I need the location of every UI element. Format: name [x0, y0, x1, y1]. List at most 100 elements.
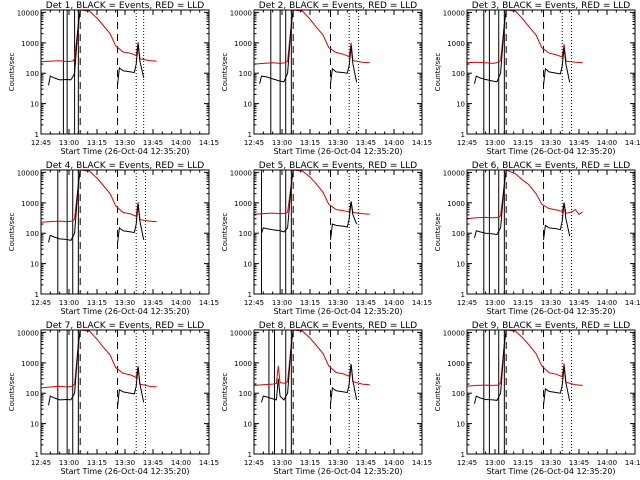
- plot-frame: [40, 169, 210, 295]
- x-tick-label: 13:15: [300, 459, 320, 467]
- series-line-events: [474, 9, 507, 84]
- series-line-events: [474, 329, 507, 404]
- x-tick-label: 13:45: [143, 459, 163, 467]
- y-tick-label: 1000: [447, 360, 465, 368]
- x-tick-label: 13:45: [569, 459, 589, 467]
- panel-title: Det 4, BLACK = Events, RED = LLD: [46, 161, 205, 171]
- y-tick-label: 100: [239, 70, 252, 78]
- x-tick-label: 14:15: [625, 139, 640, 147]
- x-axis-label: Start Time (26-Oct-04 12:35:20): [273, 147, 402, 156]
- x-tick-label: 13:30: [328, 139, 348, 147]
- x-tick-label: 13:00: [272, 459, 292, 467]
- series-line-lld: [466, 169, 583, 220]
- panel-title: Det 8, BLACK = Events, RED = LLD: [259, 321, 418, 331]
- x-tick-label: 13:30: [541, 139, 561, 147]
- x-tick-label: 14:00: [384, 299, 404, 307]
- x-axis-label: Start Time (26-Oct-04 12:35:20): [486, 467, 615, 476]
- y-axis-label: Counts/sec: [434, 213, 442, 252]
- y-tick-label: 1: [35, 291, 39, 299]
- y-axis-label: Counts/sec: [221, 213, 229, 252]
- y-tick-label: 1000: [21, 200, 39, 208]
- y-tick-label: 1: [461, 131, 465, 139]
- y-tick-label: 10000: [443, 169, 465, 177]
- y-tick-label: 10: [243, 261, 252, 269]
- x-tick-label: 12:45: [244, 299, 264, 307]
- series-line-events: [261, 329, 294, 403]
- x-tick-label: 14:15: [625, 299, 640, 307]
- y-tick-label: 10: [456, 101, 465, 109]
- x-tick-label: 13:45: [356, 459, 376, 467]
- panel-title: Det 3, BLACK = Events, RED = LLD: [472, 1, 631, 11]
- y-tick-label: 1000: [234, 360, 252, 368]
- detector-panel: Det 7, BLACK = Events, RED = LLD 1 10 100 10…: [8, 321, 219, 476]
- x-axis-label: Start Time (26-Oct-04 12:35:20): [486, 307, 615, 316]
- detector-panel: Det 1, BLACK = Events, RED = LLD 1 10 100 10…: [8, 1, 219, 156]
- x-tick-label: 14:15: [199, 299, 219, 307]
- y-tick-label: 1: [248, 451, 252, 459]
- x-tick-label: 13:45: [569, 139, 589, 147]
- x-tick-label: 14:15: [199, 139, 219, 147]
- x-tick-label: 14:00: [597, 139, 617, 147]
- x-tick-label: 14:15: [412, 139, 432, 147]
- detector-panel: Det 3, BLACK = Events, RED = LLD 1 10 100 10…: [434, 1, 640, 156]
- x-tick-label: 14:00: [597, 459, 617, 467]
- x-tick-label: 12:45: [457, 139, 477, 147]
- x-tick-label: 14:00: [597, 299, 617, 307]
- x-tick-label: 14:00: [384, 459, 404, 467]
- y-tick-label: 1: [248, 131, 252, 139]
- series-line-events: [330, 201, 358, 240]
- x-tick-label: 14:15: [625, 459, 640, 467]
- x-tick-label: 13:45: [356, 139, 376, 147]
- x-tick-label: 13:30: [115, 139, 135, 147]
- y-tick-label: 1: [35, 131, 39, 139]
- series-line-events: [48, 329, 81, 406]
- detector-panel: Det 2, BLACK = Events, RED = LLD 1 10 100 10…: [221, 1, 432, 156]
- x-tick-label: 14:15: [412, 299, 432, 307]
- x-tick-label: 12:45: [31, 459, 51, 467]
- detector-panel: Det 6, BLACK = Events, RED = LLD 1 10 100 10…: [434, 161, 640, 316]
- x-axis-label: Start Time (26-Oct-04 12:35:20): [60, 147, 189, 156]
- series-line-events: [543, 366, 571, 406]
- x-tick-label: 13:45: [143, 139, 163, 147]
- x-axis-label: Start Time (26-Oct-04 12:35:20): [60, 307, 189, 316]
- x-tick-label: 12:45: [244, 459, 264, 467]
- x-tick-label: 13:15: [87, 459, 107, 467]
- series-line-events: [330, 364, 358, 404]
- x-tick-label: 13:00: [272, 299, 292, 307]
- series-line-lld: [253, 9, 370, 65]
- x-tick-label: 13:00: [59, 299, 79, 307]
- x-tick-label: 14:00: [171, 139, 191, 147]
- x-tick-label: 13:45: [569, 299, 589, 307]
- x-tick-label: 13:15: [87, 299, 107, 307]
- y-axis-label: Counts/sec: [8, 373, 16, 412]
- detector-panel: Det 4, BLACK = Events, RED = LLD 1 10 100 10…: [8, 161, 219, 316]
- y-axis-label: Counts/sec: [434, 373, 442, 412]
- x-tick-label: 13:30: [328, 299, 348, 307]
- y-axis-label: Counts/sec: [434, 53, 442, 92]
- x-tick-label: 13:30: [115, 459, 135, 467]
- y-tick-label: 10000: [443, 329, 465, 337]
- x-tick-label: 13:00: [485, 299, 505, 307]
- series-line-events: [261, 169, 294, 234]
- x-tick-label: 13:45: [143, 299, 163, 307]
- series-line-events: [48, 9, 81, 86]
- detector-panel: Det 8, BLACK = Events, RED = LLD 1 10 100 10…: [221, 321, 432, 476]
- x-tick-label: 12:45: [457, 459, 477, 467]
- y-tick-label: 1: [35, 451, 39, 459]
- series-line-events: [48, 169, 81, 243]
- y-tick-label: 10000: [443, 9, 465, 17]
- y-axis-label: Counts/sec: [8, 53, 16, 92]
- y-tick-label: 10000: [17, 329, 39, 337]
- x-axis-label: Start Time (26-Oct-04 12:35:20): [273, 467, 402, 476]
- panel-title: Det 5, BLACK = Events, RED = LLD: [259, 161, 418, 171]
- y-tick-label: 10000: [230, 169, 252, 177]
- y-tick-label: 100: [452, 70, 465, 78]
- series-line-events: [543, 202, 571, 240]
- x-tick-label: 14:15: [412, 459, 432, 467]
- plot-frame: [466, 169, 636, 295]
- y-tick-label: 10000: [17, 169, 39, 177]
- y-tick-label: 10: [30, 261, 39, 269]
- series-line-events: [117, 44, 145, 86]
- y-tick-label: 10: [30, 101, 39, 109]
